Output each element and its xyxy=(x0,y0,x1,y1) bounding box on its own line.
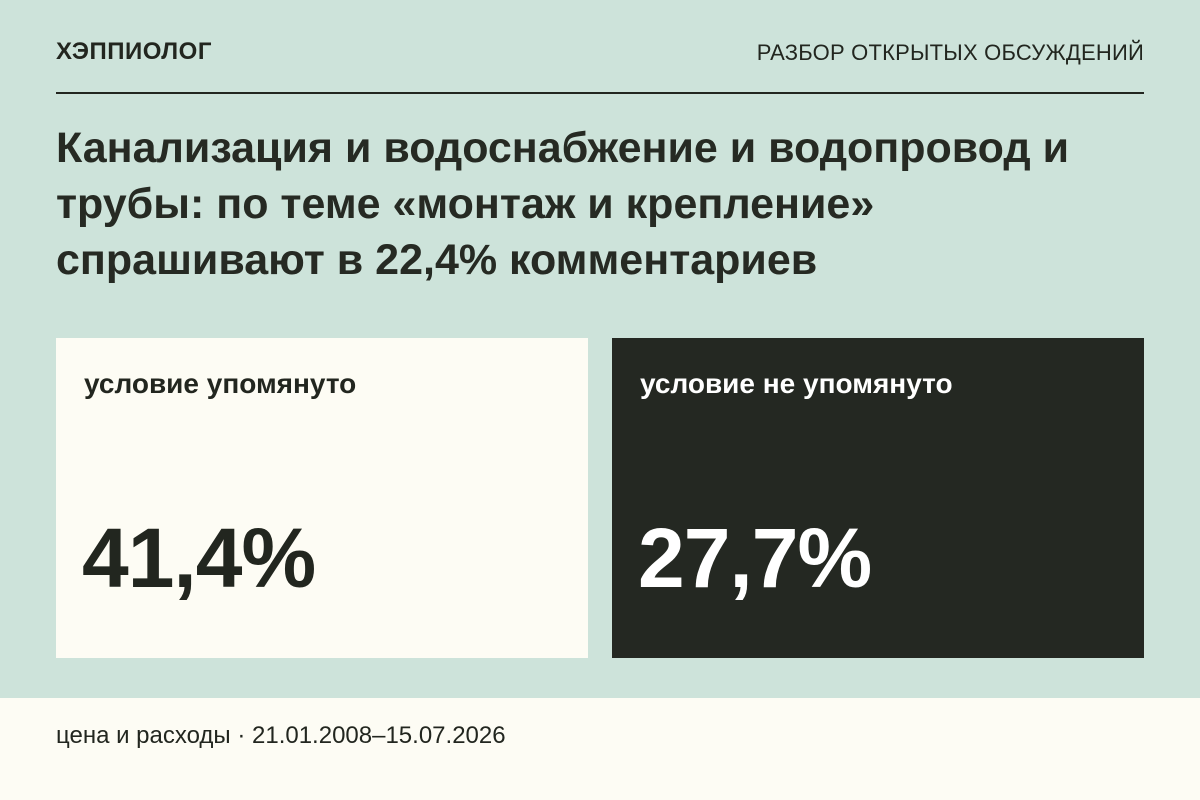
stat-card-not-mentioned: условие не упомянуто 27,7% xyxy=(612,338,1144,658)
stat-card-label: условие не упомянуто xyxy=(640,368,953,399)
headline: Канализация и водоснабжение и водопровод… xyxy=(56,124,1070,284)
footer-bar: цена и расходы · 21.01.2008–15.07.2026 xyxy=(0,698,1200,800)
stat-card-value: 27,7% xyxy=(638,511,872,605)
header-bar: ХЭППИОЛОГ РАЗБОР ОТКРЫТЫХ ОБСУЖДЕНИЙ xyxy=(56,0,1144,94)
brand-logo-text: ХЭППИОЛОГ xyxy=(56,38,212,65)
footer-caption: цена и расходы · 21.01.2008–15.07.2026 xyxy=(56,722,506,749)
stat-card-value: 41,4% xyxy=(82,511,316,605)
stat-card-label: условие упомянуто xyxy=(84,368,357,399)
stat-card-mentioned: условие упомянуто 41,4% xyxy=(56,338,588,658)
section-label: РАЗБОР ОТКРЫТЫХ ОБСУЖДЕНИЙ xyxy=(756,40,1144,65)
